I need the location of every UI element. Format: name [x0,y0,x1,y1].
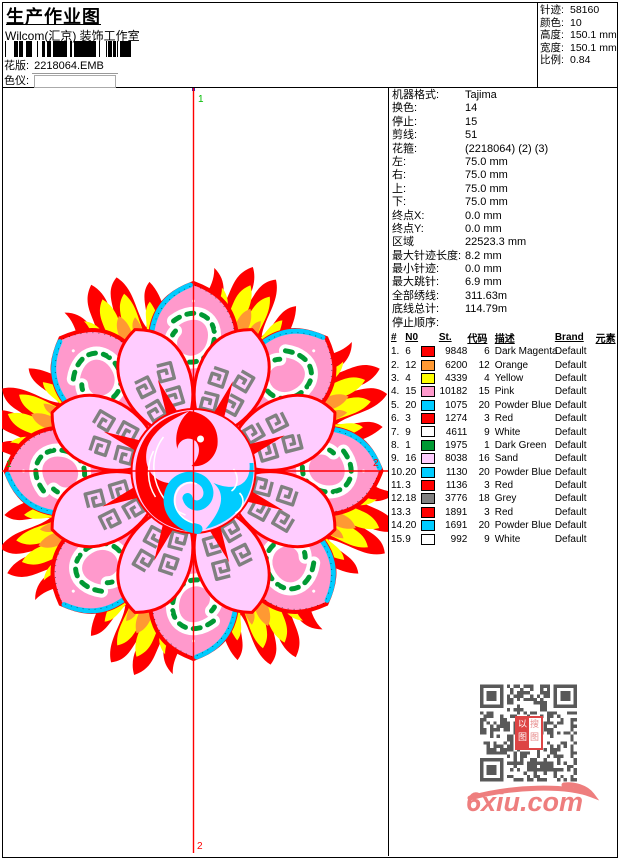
start-marker-left: 1 [6,459,12,470]
qr-code: 以图 搜图 [480,684,577,782]
watermark-logo: 6xiu.com [466,782,600,817]
machine-info-row: 上: 75.0 mm [392,182,508,195]
summary-row: 比例: 0.84 [540,54,591,67]
machine-info-row: 右: 75.0 mm [392,169,508,182]
machine-info-row: 全部绣线: 311.63m [392,289,507,302]
stop-table-row: 14. 20 1691 20 Powder Blue Default [391,520,587,532]
stop-table-row: 15. 9 992 9 White Default [391,533,587,545]
col-brand: Brand [554,332,584,343]
col-idx: # [391,332,397,343]
machine-info-row: 底线总计: 114.79m [392,303,507,316]
summary-stats: 针迹: 58160 颜色: 10 高度: 150.1 mm 宽度: 150.1 … [540,4,618,67]
summary-row: 颜色: 10 [540,16,582,29]
col-elem: 元素 [595,334,616,345]
machine-info-row: 下: 75.0 mm [392,196,508,209]
stop-table-row: 13. 3 1891 3 Red Default [391,506,587,518]
summary-row: 宽度: 150.1 mm [540,41,617,54]
machine-info-row: 花箍: (2218064) (2) (3) [392,142,549,155]
end-marker-bottom: 2 [197,841,203,852]
stats-box-divider [537,2,538,87]
col-desc: 描述 [494,334,515,345]
machine-info-row: 左: 75.0 mm [392,155,508,168]
machine-info: 机器格式: Tajima 换色: 14 停止: 15 剪线: 51 花箍: (2… [392,89,616,317]
thread-color-swatch [421,426,436,438]
thread-color-swatch [421,466,436,478]
stop-table-header: # N0 St. 代码 描述 Brand 元素 [391,330,616,345]
panel-divider [388,87,389,856]
stop-table-row: 11. 3 1136 3 Red Default [391,480,587,492]
watermark-swoosh [467,782,600,801]
design-file-line: 花版: 2218064.EMB [4,57,118,74]
end-marker-right: 2 [373,458,379,469]
stop-table-row: 7. 9 4611 9 White Default [391,426,587,438]
col-code: 代码 [467,334,488,345]
stop-table-row: 3. 4 4339 4 Yellow Default [391,372,587,384]
stop-table-row: 4. 15 10182 15 Pink Default [391,386,587,398]
thread-color-swatch [421,413,436,425]
col-swatch [418,330,438,345]
start-marker-top: 1 [198,94,204,105]
design-canvas: 1 1 2 2 [2,88,388,853]
color-no-label: 色仪: [4,75,30,87]
thread-color-swatch [421,453,436,465]
thread-color-swatch [421,346,436,358]
stop-table-row: 12. 18 3776 18 Grey Default [391,493,587,505]
machine-info-row: 终点X: 0.0 mm [392,209,502,222]
thread-color-swatch [421,480,436,492]
stop-table-row: 10. 20 1130 20 Powder Blue Default [391,466,587,478]
thread-color-swatch [421,533,436,545]
machine-info-row: 终点Y: 0.0 mm [392,222,502,235]
machine-info-row: 最大跳针: 6.9 mm [392,276,502,289]
stop-table-row: 5. 20 1075 20 Powder Blue Default [391,399,587,411]
machine-info-row: 换色: 14 [392,102,478,115]
machine-info-row: 停止: 15 [392,115,478,128]
stop-table-row: 6. 3 1274 3 Red Default [391,413,587,425]
thread-color-swatch [421,372,436,384]
machine-info-row: 最小针迹: 0.0 mm [392,263,502,276]
design-file-value: 2218064.EMB [32,60,118,74]
machine-info-row: 机器格式: Tajima [392,89,497,101]
stop-table-row: 8. 1 1975 1 Dark Green Default [391,439,587,451]
design-file-label: 花版: [4,60,30,72]
thread-color-swatch [421,506,436,518]
machine-info-row: 剪线: 51 [392,129,478,142]
thread-color-swatch [421,359,436,371]
thread-color-swatch [421,399,436,411]
col-n0: N0 [405,332,419,343]
color-no-line: 色仪: [4,72,117,88]
studio-name: Wilcom(汇京) 装饰工作室 [5,29,140,43]
machine-info-row: 最大针迹长度: 8.2 mm [392,249,502,262]
stop-table-row: 2. 12 6200 12 Orange Default [391,359,587,371]
summary-row: 针迹: 58160 [540,4,600,16]
stop-table-row: 9. 16 8038 16 Sand Default [391,453,587,465]
thread-color-swatch [421,520,436,532]
header-divider [2,87,617,88]
barcode [5,41,131,57]
col-st: St. [438,332,452,343]
stop-sequence-label: 停止顺序: [392,317,440,329]
machine-info-row: 区域 22523.3 mm [392,236,527,249]
stop-table-row: 1. 6 9848 6 Dark Magenta Default [391,346,587,358]
qr-seal: 以图 搜图 [514,716,543,750]
thread-color-swatch [421,493,436,505]
seal-right-text: 搜图 [528,718,541,748]
stop-sequence-table: # N0 St. 代码 描述 Brand 元素 1. 6 9848 6 Dark… [391,330,616,546]
page-title: 生产作业图 [6,7,101,27]
thread-color-swatch [421,439,436,451]
summary-row: 高度: 150.1 mm [540,29,617,42]
thread-color-swatch [421,386,436,398]
seal-left-text: 以图 [516,718,529,748]
color-no-field [34,74,117,88]
